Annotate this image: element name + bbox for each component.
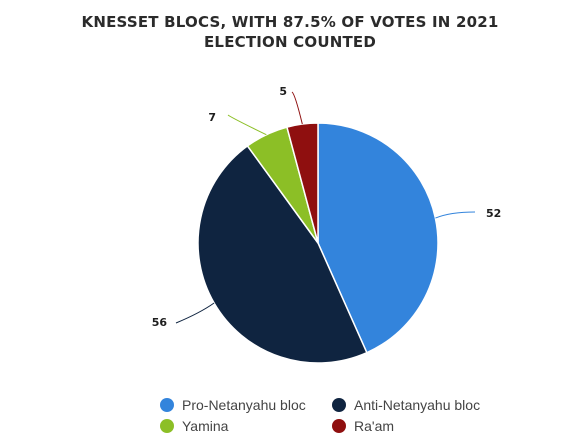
legend-label-raam: Ra'am — [354, 418, 395, 434]
legend-item-yamina[interactable]: Yamina — [160, 417, 332, 435]
legend-swatch-anti-netanyahu — [332, 398, 346, 412]
chart-title: KNESSET BLOCS, WITH 87.5% OF VOTES IN 20… — [81, 13, 499, 51]
data-label-ra-am: 5 — [279, 85, 287, 98]
legend-label-yamina: Yamina — [182, 418, 229, 434]
legend-item-raam[interactable]: Ra'am — [332, 417, 532, 435]
legend-swatch-pro-netanyahu — [160, 398, 174, 412]
leader-line-yamina — [227, 114, 267, 136]
legend-swatch-yamina — [160, 419, 174, 433]
data-label-yamina: 7 — [208, 111, 216, 124]
legend-label-anti-netanyahu: Anti-Netanyahu bloc — [354, 397, 481, 413]
leader-line-anti-netanyahu-bloc — [175, 302, 215, 324]
legend-swatch-raam — [332, 419, 346, 433]
legend: Pro-Netanyahu bloc Anti-Netanyahu bloc Y… — [160, 396, 540, 435]
data-label-anti-netanyahu-bloc: 56 — [152, 316, 168, 329]
pie-slice-ra-am[interactable] — [286, 122, 319, 244]
data-label-pro-netanyahu-bloc: 52 — [486, 207, 501, 220]
leader-line-ra-am — [291, 91, 303, 125]
legend-item-pro-netanyahu[interactable]: Pro-Netanyahu bloc — [160, 396, 332, 414]
leader-line-pro-netanyahu-bloc — [435, 211, 476, 219]
legend-item-anti-netanyahu[interactable]: Anti-Netanyahu bloc — [332, 396, 532, 414]
legend-label-pro-netanyahu: Pro-Netanyahu bloc — [182, 397, 306, 413]
pie-slice-anti-netanyahu-bloc[interactable] — [197, 144, 368, 364]
